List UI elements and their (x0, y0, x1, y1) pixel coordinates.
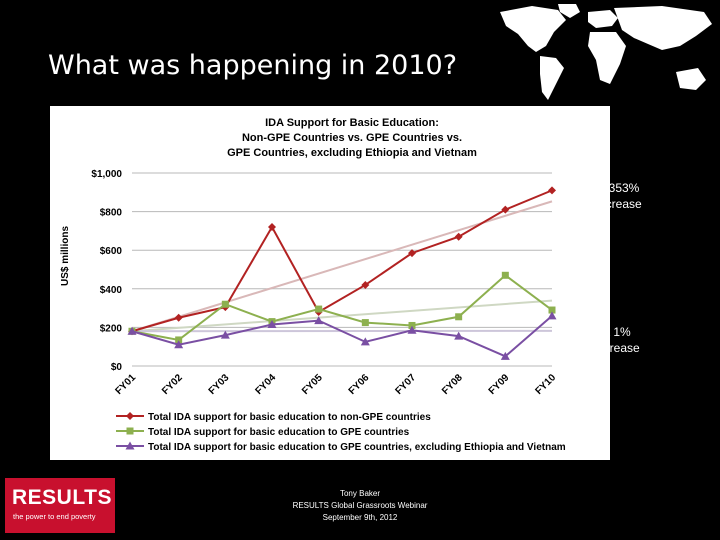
footer-date: September 9th, 2012 (322, 513, 398, 522)
data-point-triangle (125, 441, 135, 450)
data-point-triangle (500, 351, 510, 360)
data-point-square (408, 321, 416, 329)
data-point-triangle (267, 320, 277, 329)
asia-shape (614, 6, 712, 50)
y-tick-label: $1,000 (91, 169, 122, 180)
y-tick-label: $400 (100, 285, 123, 296)
legend-entry-label: Total IDA support for basic education to… (148, 412, 431, 423)
logo-name: RESULTS (12, 486, 112, 509)
chart-title-line: Non-GPE Countries vs. GPE Countries vs. (242, 132, 462, 144)
world-map-graphic (500, 4, 712, 100)
x-tick-label: FY04 (253, 372, 278, 397)
data-point-triangle (174, 340, 184, 349)
x-tick-label: FY09 (487, 372, 512, 397)
callout-line-1: a 1% (603, 325, 631, 339)
results-logo: RESULTS the power to end poverty (5, 478, 115, 533)
data-point-square (126, 427, 134, 435)
callout-353-percent: a 353% increase (562, 178, 662, 214)
line-chart: IDA Support for Basic Education: Non-GPE … (60, 117, 566, 453)
callout-arrow-icon (562, 186, 586, 206)
y-tick-label: $800 (100, 208, 123, 219)
trendline (131, 200, 553, 333)
data-point-triangle (454, 331, 464, 340)
data-point-diamond (268, 223, 276, 232)
y-tick-label: $0 (111, 362, 123, 373)
slide-title: What was happening in 2010? (48, 50, 458, 81)
data-point-square (548, 306, 556, 314)
data-point-square (455, 313, 463, 321)
x-tick-label: FY03 (207, 372, 232, 397)
series-line (131, 315, 553, 358)
greenland-shape (558, 4, 580, 18)
data-point-diamond (501, 205, 510, 214)
x-tick-label: FY01 (113, 372, 138, 397)
europe-shape (588, 10, 618, 28)
data-point-triangle (314, 316, 324, 325)
x-tick-label: FY02 (160, 372, 185, 397)
data-point-square (221, 300, 229, 308)
data-point-diamond (174, 313, 183, 322)
data-point-diamond (126, 412, 134, 420)
data-point-triangle (220, 330, 230, 339)
chart-panel: IDA Support for Basic Education: Non-GPE … (50, 106, 610, 460)
legend-entry-label: Total IDA support for basic education to… (148, 427, 410, 438)
callout-1-percent: a 1% increase (562, 322, 662, 358)
data-point-diamond (361, 280, 370, 289)
x-tick-label: FY08 (440, 372, 465, 397)
africa-shape (588, 32, 626, 84)
series-line (131, 189, 553, 333)
data-point-square (175, 336, 183, 344)
callout-arrow-icon (562, 330, 586, 350)
data-point-diamond (548, 186, 556, 195)
footer-presenter: Tony Baker (339, 489, 381, 498)
data-point-triangle (127, 326, 137, 335)
north-america-shape (500, 6, 566, 52)
australia-shape (676, 68, 706, 90)
chart-title-line: GPE Countries, excluding Ethiopia and Vi… (227, 147, 477, 159)
callout-line-2: increase (596, 197, 642, 211)
data-point-square (315, 305, 323, 313)
x-tick-label: FY07 (393, 372, 418, 397)
south-america-shape (540, 56, 564, 100)
footer-credits: Tony Baker RESULTS Global Grassroots Web… (270, 488, 450, 524)
x-tick-label: FY06 (347, 372, 372, 397)
data-point-diamond (454, 232, 463, 241)
x-tick-label: FY05 (300, 372, 325, 397)
series-line (131, 274, 553, 342)
x-tick-label: FY10 (533, 372, 558, 397)
data-point-triangle (547, 311, 557, 320)
callout-line-1: a 353% (598, 181, 640, 195)
y-tick-label: $200 (100, 323, 123, 334)
y-tick-label: $600 (100, 246, 123, 257)
legend-entry-label: Total IDA support for basic education to… (148, 442, 566, 453)
logo-tagline: the power to end poverty (13, 512, 96, 521)
y-axis-label: US$ millions (60, 226, 71, 286)
callout-line-2: increase (594, 341, 640, 355)
chart-title-line: IDA Support for Basic Education: (265, 117, 439, 129)
data-point-square (501, 271, 509, 279)
data-point-square (361, 319, 369, 327)
data-point-triangle (360, 337, 370, 346)
footer-event: RESULTS Global Grassroots Webinar (292, 501, 428, 510)
data-point-diamond (408, 249, 416, 258)
data-point-triangle (407, 325, 417, 334)
